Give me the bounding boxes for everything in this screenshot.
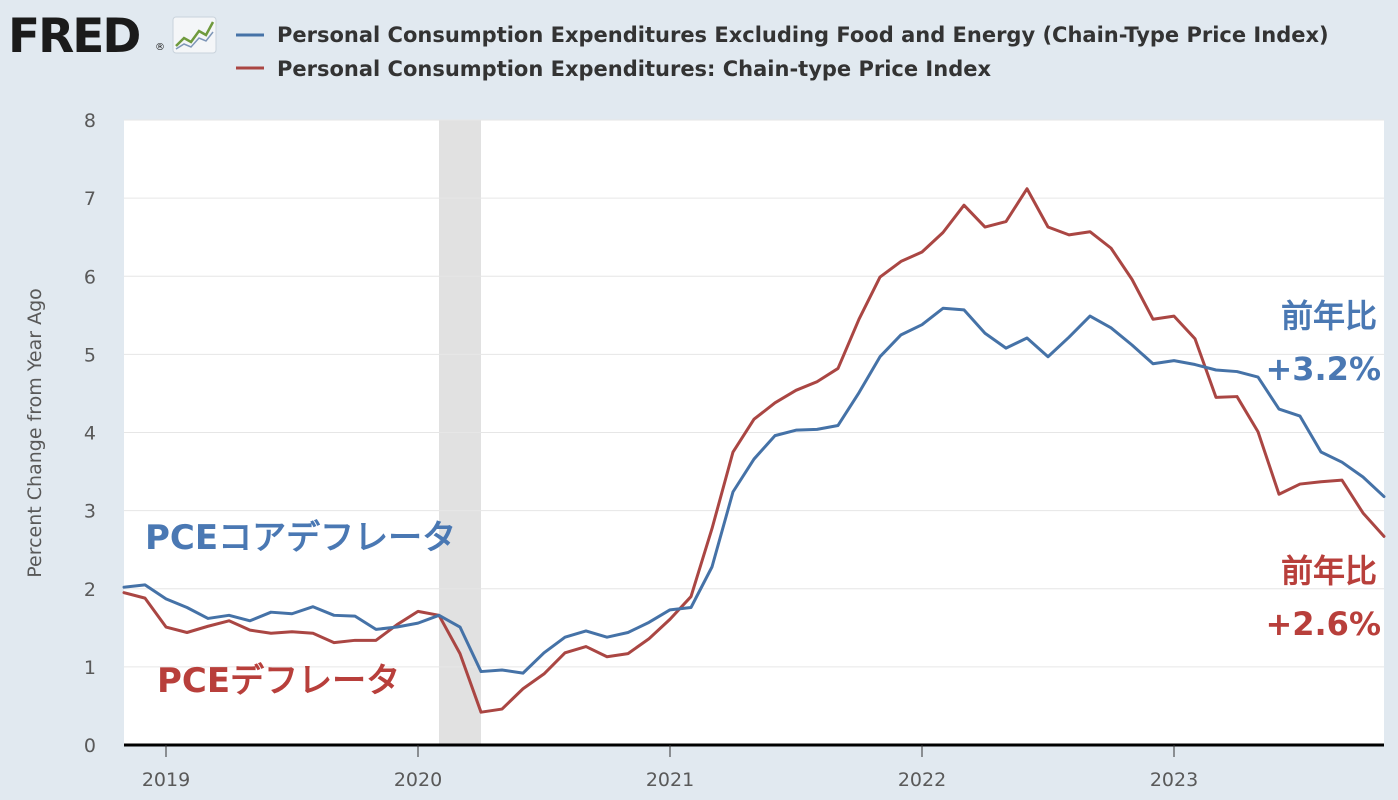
registered-mark: ®: [155, 42, 165, 53]
y-tick-label: 8: [84, 110, 96, 132]
y-tick-label: 1: [84, 657, 96, 679]
series-layer: [122, 187, 1386, 714]
x-tick-label: 2020: [394, 769, 442, 791]
legend-item-core[interactable]: Personal Consumption Expenditures Exclud…: [236, 23, 1329, 47]
legend: Personal Consumption Expenditures Exclud…: [236, 23, 1329, 81]
core-yoy-value: +3.2%: [1265, 350, 1381, 388]
core-yoy-label: 前年比: [1281, 297, 1377, 335]
headline-yoy-label: 前年比: [1281, 552, 1377, 590]
x-tick-label: 2021: [646, 769, 694, 791]
legend-label-headline: Personal Consumption Expenditures: Chain…: [277, 57, 991, 81]
y-axis-ticks: 0 1 2 3 4 5 6 7 8: [84, 110, 96, 757]
x-axis-ticks: 2019 2020 2021 2022 2023: [142, 745, 1198, 791]
core-series-annotation: PCEコアデフレータ: [145, 518, 456, 558]
series-line-core[interactable]: [122, 306, 1386, 675]
gridlines: [124, 119, 1384, 668]
x-tick-label: 2022: [898, 769, 946, 791]
x-tick-label: 2019: [142, 769, 190, 791]
y-tick-label: 7: [84, 188, 96, 210]
y-axis-label: Percent Change from Year Ago: [24, 288, 46, 578]
fred-logo[interactable]: FRED ®: [8, 9, 217, 64]
y-tick-label: 3: [84, 501, 96, 523]
fred-logo-text: FRED: [8, 9, 139, 64]
headline-yoy-value: +2.6%: [1265, 605, 1381, 643]
y-tick-label: 4: [84, 423, 96, 445]
y-tick-label: 5: [84, 344, 96, 366]
legend-item-headline[interactable]: Personal Consumption Expenditures: Chain…: [236, 57, 991, 81]
line-chart-icon: [172, 16, 217, 54]
y-tick-label: 2: [84, 579, 96, 601]
x-tick-label: 2023: [1150, 769, 1198, 791]
y-tick-label: 0: [84, 735, 96, 757]
headline-series-annotation: PCEデフレータ: [157, 661, 400, 701]
legend-label-core: Personal Consumption Expenditures Exclud…: [277, 23, 1329, 47]
series-line-headline[interactable]: [122, 187, 1386, 714]
y-tick-label: 6: [84, 266, 96, 288]
